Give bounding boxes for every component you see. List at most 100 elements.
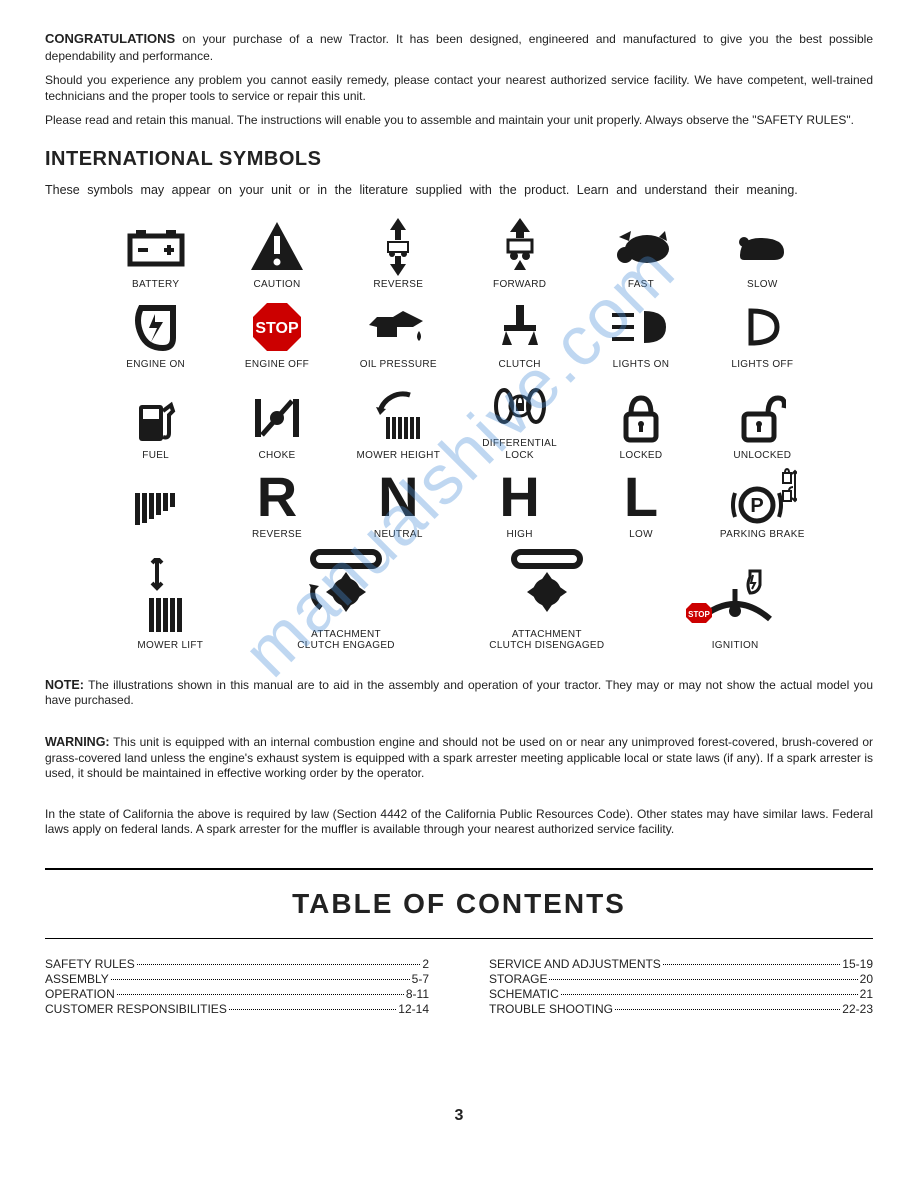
engine-off-icon: STOP — [249, 297, 305, 357]
fast-label: FAST — [628, 279, 654, 291]
symbol-oil-pressure: OIL PRESSURE — [338, 297, 459, 371]
low-l-icon: L — [624, 467, 658, 527]
neutral-n-icon: N — [378, 467, 418, 527]
intro-para-3: Please read and retain this manual. The … — [45, 112, 873, 128]
symbol-reverse-r: R REVERSE — [216, 467, 337, 541]
slow-label: SLOW — [747, 279, 778, 291]
symbol-choke: CHOKE — [216, 388, 337, 462]
oil-pressure-icon — [363, 297, 433, 357]
toc-title: TABLE OF CONTENTS — [45, 888, 873, 920]
mower-lift-label: MOWER LIFT — [137, 640, 203, 652]
symbol-fast: FAST — [580, 217, 701, 291]
engine-on-icon — [133, 297, 179, 357]
symbol-forward: FORWARD — [459, 217, 580, 291]
diff-lock-label: DIFFERENTIAL LOCK — [482, 438, 557, 461]
parking-brake-label: PARKING BRAKE — [720, 529, 805, 541]
symbol-caution: CAUTION — [216, 217, 337, 291]
symbol-parking-brake: P PARKING BRAKE — [702, 467, 823, 541]
symbol-unlocked: UNLOCKED — [702, 388, 823, 462]
high-h-icon: H — [499, 467, 539, 527]
diff-lock-icon — [492, 376, 548, 436]
svg-text:STOP: STOP — [688, 610, 710, 619]
clutch-engaged-label: ATTACHMENT CLUTCH ENGAGED — [297, 629, 395, 652]
choke-icon — [250, 388, 304, 448]
intro-para-1: CONGRATULATIONS on your purchase of a ne… — [45, 30, 873, 64]
mower-height-icon — [366, 388, 430, 448]
symbol-diff-lock: DIFFERENTIAL LOCK — [459, 376, 580, 461]
slow-icon — [730, 217, 794, 277]
reverse-r-label: REVERSE — [252, 529, 302, 541]
battery-label: BATTERY — [132, 279, 179, 291]
table-of-contents: SAFETY RULES2 ASSEMBLY5-7 OPERATION8-11 … — [45, 957, 873, 1017]
symbol-clutch-engaged: ATTACHMENT CLUTCH ENGAGED — [246, 547, 447, 652]
unlocked-label: UNLOCKED — [733, 450, 791, 462]
engine-off-label: ENGINE OFF — [245, 359, 309, 371]
symbols-heading: INTERNATIONAL SYMBOLS — [45, 148, 873, 171]
note-para: NOTE: The illustrations shown in this ma… — [45, 677, 873, 709]
rule-top — [45, 868, 873, 870]
warning-text: This unit is equipped with an internal c… — [45, 735, 873, 780]
caution-icon — [247, 217, 307, 277]
unlocked-icon — [738, 388, 786, 448]
caution-label: CAUTION — [253, 279, 300, 291]
symbol-row-2: ENGINE ON STOP ENGINE OFF OIL PRESSURE C… — [75, 297, 843, 371]
symbol-reverse: REVERSE — [338, 217, 459, 291]
toc-entry: SERVICE AND ADJUSTMENTS15-19 — [489, 957, 873, 971]
mower-lift-icon — [143, 558, 197, 638]
choke-label: CHOKE — [258, 450, 295, 462]
clutch-label: CLUTCH — [498, 359, 540, 371]
mower-lift-up-icon — [129, 479, 183, 539]
symbol-row-1: BATTERY CAUTION REVERSE FORWARD FAST — [75, 217, 843, 291]
mower-height-label: MOWER HEIGHT — [357, 450, 441, 462]
symbol-slow: SLOW — [702, 217, 823, 291]
lights-on-label: LIGHTS ON — [613, 359, 670, 371]
symbol-ignition: STOP IGNITION — [647, 558, 823, 652]
warning-label: WARNING: — [45, 735, 110, 749]
forward-icon — [500, 217, 540, 277]
neutral-n-label: NEUTRAL — [374, 529, 423, 541]
symbol-mower-lift-up — [95, 479, 216, 541]
ignition-icon: STOP — [680, 558, 790, 638]
fuel-icon — [133, 388, 179, 448]
toc-entry: SCHEMATIC21 — [489, 987, 873, 1001]
reverse-label: REVERSE — [373, 279, 423, 291]
parking-brake-icon: P — [727, 467, 797, 527]
intro-para-2: Should you experience any problem you ca… — [45, 72, 873, 104]
symbol-high-h: H HIGH — [459, 467, 580, 541]
reverse-icon — [378, 217, 418, 277]
symbols-intro: These symbols may appear on your unit or… — [45, 183, 873, 197]
clutch-disengaged-label: ATTACHMENT CLUTCH DISENGAGED — [489, 629, 604, 652]
symbol-engine-off: STOP ENGINE OFF — [216, 297, 337, 371]
clutch-engaged-icon — [291, 547, 401, 627]
symbol-row-4: R REVERSE N NEUTRAL H HIGH L LOW P PARKI… — [75, 467, 843, 541]
toc-right-col: SERVICE AND ADJUSTMENTS15-19 STORAGE20 S… — [489, 957, 873, 1017]
toc-entry: OPERATION8-11 — [45, 987, 429, 1001]
symbol-row-3: FUEL CHOKE MOWER HEIGHT DIFFERENTIAL LOC… — [75, 376, 843, 461]
symbol-neutral-n: N NEUTRAL — [338, 467, 459, 541]
symbol-mower-height: MOWER HEIGHT — [338, 388, 459, 462]
symbol-row-5: MOWER LIFT ATTACHMENT CLUTCH ENGAGED ATT… — [75, 547, 843, 652]
lights-on-icon — [608, 297, 674, 357]
toc-entry: ASSEMBLY5-7 — [45, 972, 429, 986]
lights-off-label: LIGHTS OFF — [731, 359, 793, 371]
svg-text:P: P — [751, 495, 764, 517]
toc-entry: SAFETY RULES2 — [45, 957, 429, 971]
symbol-engine-on: ENGINE ON — [95, 297, 216, 371]
symbol-lights-off: LIGHTS OFF — [702, 297, 823, 371]
rule-thin — [45, 938, 873, 939]
lights-off-icon — [741, 297, 783, 357]
toc-entry: STORAGE20 — [489, 972, 873, 986]
symbol-lights-on: LIGHTS ON — [580, 297, 701, 371]
page-number: 3 — [45, 1107, 873, 1125]
toc-left-col: SAFETY RULES2 ASSEMBLY5-7 OPERATION8-11 … — [45, 957, 429, 1017]
california-para: In the state of California the above is … — [45, 807, 873, 838]
symbol-battery: BATTERY — [95, 217, 216, 291]
note-text: The illustrations shown in this manual a… — [45, 678, 873, 708]
symbol-clutch-disengaged: ATTACHMENT CLUTCH DISENGAGED — [446, 547, 647, 652]
low-l-label: LOW — [629, 529, 653, 541]
symbol-fuel: FUEL — [95, 388, 216, 462]
note-label: NOTE: — [45, 678, 84, 692]
symbol-low-l: L LOW — [580, 467, 701, 541]
congrats-word: CONGRATULATIONS — [45, 31, 175, 46]
toc-entry: CUSTOMER RESPONSIBILITIES12-14 — [45, 1002, 429, 1016]
